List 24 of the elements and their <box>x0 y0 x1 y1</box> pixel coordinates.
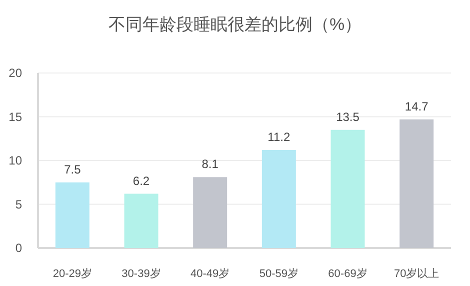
x-tick-label: 30-39岁 <box>122 268 161 280</box>
data-label: 8.1 <box>202 157 219 172</box>
y-tick-label: 10 <box>8 154 22 168</box>
bar <box>330 130 365 248</box>
bar <box>124 194 158 248</box>
y-tick-label: 20 <box>8 66 22 80</box>
data-label: 13.5 <box>336 110 360 124</box>
data-label: 7.5 <box>64 162 82 176</box>
x-tick-label: 60-69岁 <box>328 268 368 280</box>
chart-title: 不同年龄段睡眠很差的比例（%） <box>108 15 362 34</box>
data-label: 11.2 <box>268 130 290 144</box>
x-tick-label: 20-29岁 <box>52 268 92 280</box>
x-tick-label: 50-59岁 <box>259 268 298 280</box>
x-tick-label: 40-49岁 <box>190 268 230 280</box>
bar <box>193 177 228 248</box>
y-tick-label: 0 <box>15 241 22 255</box>
y-tick-label: 5 <box>15 197 22 212</box>
y-tick-label: 15 <box>8 110 22 124</box>
x-tick-label: 70岁以上 <box>394 267 440 280</box>
bar <box>400 119 434 248</box>
data-label: 6.2 <box>132 174 150 188</box>
data-label: 14.7 <box>404 99 429 114</box>
bar <box>262 150 296 248</box>
bar <box>55 182 90 248</box>
